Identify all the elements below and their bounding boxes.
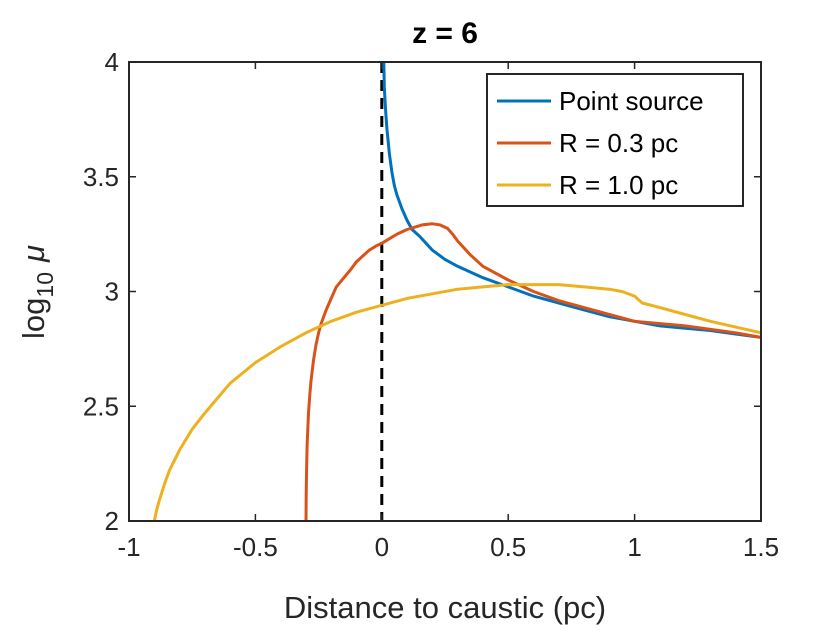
legend-label-0: Point source xyxy=(559,86,704,116)
x-tick-label: 1 xyxy=(627,532,641,562)
x-tick-label: 0.5 xyxy=(490,532,526,562)
y-tick-label: 3.5 xyxy=(83,162,119,192)
series-line-0 xyxy=(382,62,761,339)
y-tick-label: 2.5 xyxy=(83,391,119,421)
x-tick-label: -0.5 xyxy=(233,532,278,562)
legend: Point source R = 0.3 pc R = 1.0 pc xyxy=(486,73,744,207)
x-tick-label: -1 xyxy=(117,532,140,562)
x-axis-label: Distance to caustic (pc) xyxy=(284,590,606,625)
y-axis-label: log10μ xyxy=(16,245,58,339)
x-tick-label: 0 xyxy=(375,532,389,562)
series-line-2 xyxy=(152,283,761,521)
y-tick-label: 4 xyxy=(105,47,119,77)
legend-box xyxy=(486,73,744,207)
legend-label-2: R = 1.0 pc xyxy=(559,170,678,200)
y-tick-label: 2 xyxy=(105,506,119,536)
series-line-1 xyxy=(304,222,761,521)
legend-label-1: R = 0.3 pc xyxy=(559,128,678,158)
x-tick-label: 1.5 xyxy=(743,532,779,562)
chart-title: z = 6 xyxy=(412,17,478,50)
y-tick-label: 3 xyxy=(105,277,119,307)
